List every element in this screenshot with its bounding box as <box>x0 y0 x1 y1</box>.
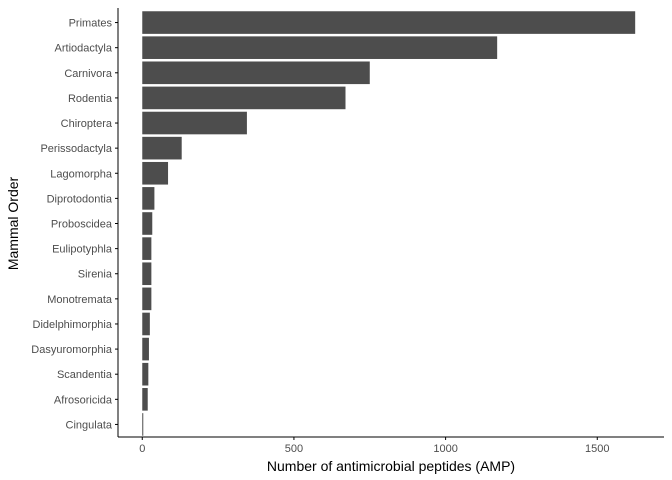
bars-layer <box>142 11 636 436</box>
bar-scandentia <box>142 362 149 386</box>
bar-rodentia <box>142 86 346 110</box>
y-tick-label: Carnivora <box>64 68 113 80</box>
y-tick-label: Perissodactyla <box>40 143 112 155</box>
x-tick-layer: 0 500 1000 1500 <box>139 437 610 455</box>
bar-perissodactyla <box>142 136 182 160</box>
bar-carnivora <box>142 61 370 85</box>
y-tick-layer: Primates Artiodactyla Carnivora Rodentia Chi… <box>31 18 118 431</box>
y-tick-label: Didelphimorphia <box>33 319 113 331</box>
y-axis-title: Mammal Order <box>5 176 21 270</box>
y-tick-label: Afrosoricida <box>54 394 113 406</box>
bar-proboscidea <box>142 212 153 235</box>
y-tick-label: Artiodactyla <box>55 43 113 55</box>
y-tick-label: Monotremata <box>47 294 113 306</box>
bar-lagomorpha <box>142 161 169 185</box>
y-tick-label: Dasyuromorphia <box>31 344 113 356</box>
bar-cingulata <box>142 413 144 436</box>
x-tick-label: 1000 <box>433 443 457 455</box>
bar-didelphimorphia <box>142 312 150 336</box>
x-tick-label: 500 <box>285 443 303 455</box>
x-tick-label: 0 <box>139 443 145 455</box>
bar-monotremata <box>142 287 152 311</box>
y-tick-label: Primates <box>69 18 113 30</box>
bar-afrosoricida <box>142 388 148 411</box>
y-tick-label: Eulipotyphla <box>52 244 113 256</box>
bar-dasyuromorphia <box>142 337 149 361</box>
bar-primates <box>142 11 636 34</box>
y-tick-label: Rodentia <box>68 93 113 105</box>
y-tick-label: Cingulata <box>66 419 113 431</box>
y-tick-label: Lagomorpha <box>50 168 113 180</box>
bar-eulipotyphla <box>142 237 152 260</box>
y-tick-label: Chiroptera <box>61 118 113 130</box>
bar-sirenia <box>142 262 152 286</box>
x-tick-label: 1500 <box>585 443 609 455</box>
bar-diprotodontia <box>142 187 155 210</box>
y-tick-label: Sirenia <box>78 269 113 281</box>
bar-artiodactyla <box>142 36 498 59</box>
bar-chiroptera <box>142 111 247 135</box>
x-axis-title: Number of antimicrobial peptides (AMP) <box>267 458 515 474</box>
y-tick-label: Proboscidea <box>51 219 113 231</box>
y-tick-label: Diprotodontia <box>47 193 113 205</box>
y-tick-label: Scandentia <box>57 369 113 381</box>
